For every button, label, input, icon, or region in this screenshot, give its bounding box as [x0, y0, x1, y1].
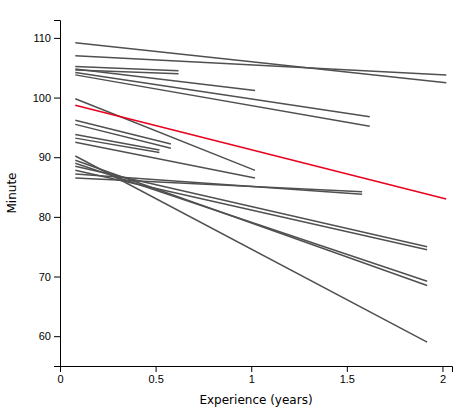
- y-axis-title: Minute: [5, 173, 19, 214]
- tick-mark: [54, 336, 60, 337]
- tick-label: 1: [249, 373, 255, 385]
- tick: 1.5: [340, 366, 355, 385]
- series-line: [75, 135, 159, 151]
- tick: 100: [33, 92, 60, 104]
- series-line: [75, 156, 427, 342]
- series-line: [75, 178, 362, 192]
- tick: 90: [39, 151, 60, 163]
- tick-mark: [54, 38, 60, 39]
- tick-label: 60: [39, 330, 51, 342]
- tick-mark: [54, 98, 60, 99]
- tick-label: 0.5: [148, 373, 163, 385]
- x-axis: 0 0.5 1 1.5 2: [57, 366, 452, 385]
- tick-label: 1.5: [340, 373, 355, 385]
- tick-mark: [442, 366, 443, 372]
- tick: 80: [39, 211, 60, 223]
- chart-svg: 0 0.5 1 1.5 2 60 70 80 90 100 110 Experience (years…: [0, 0, 474, 416]
- series-line: [75, 170, 427, 249]
- series-line: [75, 72, 369, 116]
- series-line: [75, 56, 446, 75]
- tick: 0: [57, 366, 63, 385]
- tick-mark: [54, 157, 60, 158]
- tick: 60: [39, 330, 60, 342]
- tick-mark: [54, 277, 60, 278]
- tick: 110: [33, 32, 60, 44]
- tick: 1: [249, 366, 255, 385]
- plot: 0 0.5 1 1.5 2 60 70 80 90 100 110 Experience (years…: [5, 21, 453, 408]
- tick: 2: [440, 366, 446, 385]
- tick-label: 0: [57, 373, 63, 385]
- tick-label: 100: [33, 92, 51, 104]
- tick-label: 110: [33, 32, 51, 44]
- tick-mark: [54, 217, 60, 218]
- tick-mark: [347, 366, 348, 372]
- series-line: [75, 174, 362, 194]
- series-line: [75, 43, 446, 83]
- axis-line: [54, 21, 61, 367]
- axis-line: [61, 367, 453, 373]
- tick: 70: [39, 271, 60, 283]
- chart-container: 0 0.5 1 1.5 2 60 70 80 90 100 110 Experience (years…: [0, 0, 474, 416]
- tick-mark: [251, 366, 252, 372]
- tick-label: 70: [39, 271, 51, 283]
- tick: 0.5: [148, 366, 163, 385]
- tick-label: 2: [440, 373, 446, 385]
- tick-label: 90: [39, 151, 51, 163]
- tick-mark: [156, 366, 157, 372]
- series-line: [75, 160, 427, 285]
- y-axis: 60 70 80 90 100 110: [33, 21, 61, 367]
- tick-label: 80: [39, 211, 51, 223]
- series-line: [75, 105, 446, 199]
- x-axis-title: Experience (years): [199, 393, 312, 407]
- series-line: [75, 166, 427, 247]
- series-line: [75, 75, 369, 126]
- lines: [75, 43, 446, 342]
